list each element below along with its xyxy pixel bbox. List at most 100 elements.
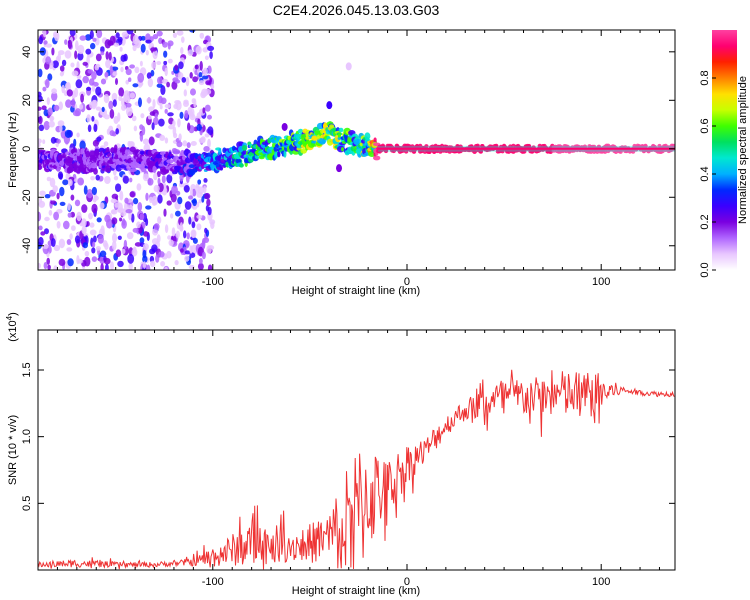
- spectrogram-ridge-cell: [242, 145, 248, 151]
- spectrogram-speckle: [155, 254, 160, 263]
- spectrogram-speckle: [132, 34, 139, 45]
- spectrogram-speckle: [125, 209, 133, 214]
- spectrogram-speckle: [111, 92, 118, 102]
- spectrogram-speckle: [59, 65, 65, 72]
- spectrogram-speckle: [51, 88, 57, 94]
- spectrogram-speckle: [186, 232, 190, 240]
- spectrogram-speckle: [74, 199, 81, 207]
- spectrogram-speckle: [139, 213, 145, 221]
- spectrogram-speckle: [111, 66, 119, 71]
- spectrogram-speckle: [53, 265, 58, 270]
- colorbar-label: Normalized spectral amplitude: [737, 76, 749, 224]
- spectrogram-speckle: [145, 218, 149, 226]
- spectrogram-speckle: [104, 242, 109, 250]
- spectrogram-speckle: [110, 261, 114, 270]
- spectrogram-marks: [38, 30, 675, 270]
- spectrogram-speckle: [168, 124, 175, 130]
- spectrogram-ridge-cell: [373, 155, 381, 161]
- spectrogram-speckle: [129, 92, 135, 99]
- spectrogram-speckle: [76, 211, 82, 222]
- spectrogram-speckle: [199, 258, 203, 265]
- spectrogram-speckle: [89, 222, 95, 228]
- colorbar-ticks: 0.0 0.2 0.4 0.6 0.8: [699, 70, 716, 278]
- spectrogram-speckle: [196, 123, 202, 132]
- spectrogram-speckle: [92, 37, 97, 42]
- spectrogram-ridge-cell: [258, 155, 265, 160]
- spectrogram-speckle: [177, 196, 183, 205]
- spectrogram-speckle: [175, 230, 180, 239]
- spectrogram-speckle: [136, 183, 142, 191]
- spectrogram-speckle: [189, 245, 193, 254]
- spectrogram-speckle: [67, 39, 73, 50]
- spectrogram-speckle: [71, 70, 79, 77]
- spectrogram-speckle: [152, 49, 158, 60]
- spectrogram-speckle: [67, 258, 74, 267]
- spectrogram-speckle: [175, 210, 181, 217]
- spectrogram-speckle: [38, 236, 44, 246]
- spectrogram-speckle: [121, 104, 127, 111]
- snr-x-tick-label: 100: [592, 576, 610, 588]
- spectrogram-speckle: [59, 201, 66, 206]
- spectrogram-speckle: [147, 78, 154, 88]
- spectrogram-speckle: [97, 234, 104, 244]
- spectrogram-speckle: [47, 107, 53, 116]
- spectrogram-speckle: [207, 114, 212, 120]
- spectrogram-speckle: [207, 45, 215, 52]
- spectrogram-speckle: [117, 112, 121, 122]
- spectrogram-speckle: [173, 132, 178, 139]
- spectrogram-speckle: [44, 228, 49, 235]
- spectrogram-speckle: [189, 72, 193, 79]
- spectrogram-speckle: [86, 221, 90, 227]
- spectrogram-speckle: [49, 177, 56, 188]
- spectrogram-speckle: [57, 120, 65, 127]
- spectrogram-speckle: [129, 177, 133, 183]
- spectrogram-speckle: [47, 73, 53, 81]
- spectrogram-speckle: [197, 179, 202, 185]
- spectrogram-speckle: [162, 41, 168, 48]
- colorbar-tick-label: 0.0: [699, 262, 711, 277]
- spectrogram-ridge-cell: [172, 149, 181, 155]
- spectrogram-speckle: [161, 78, 169, 84]
- spectrogram-speckle: [53, 104, 60, 112]
- spectrogram-speckle: [125, 68, 132, 76]
- spectrogram-speckle: [59, 186, 65, 197]
- snr-x-label: Height of straight line (km): [292, 585, 420, 597]
- spectrogram-speckle: [119, 190, 124, 201]
- spectrogram-speckle: [96, 30, 103, 39]
- spectrogram-speckle: [131, 115, 137, 122]
- spectrogram-speckle: [109, 65, 113, 75]
- snr-x-tick-label: 0: [404, 576, 410, 588]
- spectrogram-speckle: [82, 75, 89, 84]
- spectrogram-speckle: [119, 217, 123, 222]
- spectrogram-speckle: [94, 64, 100, 71]
- spectrogram-speckle: [104, 71, 109, 78]
- spectrogram-speckle: [157, 216, 162, 224]
- spectrogram-speckle: [121, 31, 129, 37]
- spectrogram-speckle: [38, 68, 43, 78]
- spectrogram-speckle: [81, 226, 87, 235]
- spectrogram-speckle: [91, 85, 96, 92]
- spectrogram-speckle: [188, 195, 194, 200]
- spectrogram-speckle: [38, 262, 41, 269]
- spectrogram-ridge-cell: [242, 149, 247, 156]
- spectrogram-speckle: [86, 114, 91, 123]
- spectrogram-ridge-cell: [218, 148, 222, 157]
- spectrogram-speckle: [100, 225, 105, 236]
- spectrogram-speckle: [43, 262, 48, 270]
- spectrogram-speckle: [67, 202, 71, 211]
- spectrogram-speckle: [133, 125, 138, 132]
- spectrogram-speckle: [204, 55, 209, 61]
- spectrogram-speckle: [92, 197, 97, 203]
- spectrogram-speckle: [126, 106, 133, 117]
- spectrogram-ridge-cell: [182, 155, 186, 161]
- spectrogram-speckle: [104, 214, 111, 223]
- snr-y-tick-label: 1.5: [21, 362, 33, 377]
- spectrogram-speckle: [56, 192, 60, 200]
- spectrogram-speckle: [152, 34, 159, 40]
- spectrogram-speckle: [38, 111, 41, 118]
- snr-plot-area: [38, 330, 675, 570]
- spectrogram-speckle: [96, 217, 102, 223]
- spectrogram-speckle: [201, 240, 206, 249]
- spectrogram-speckle: [104, 176, 111, 184]
